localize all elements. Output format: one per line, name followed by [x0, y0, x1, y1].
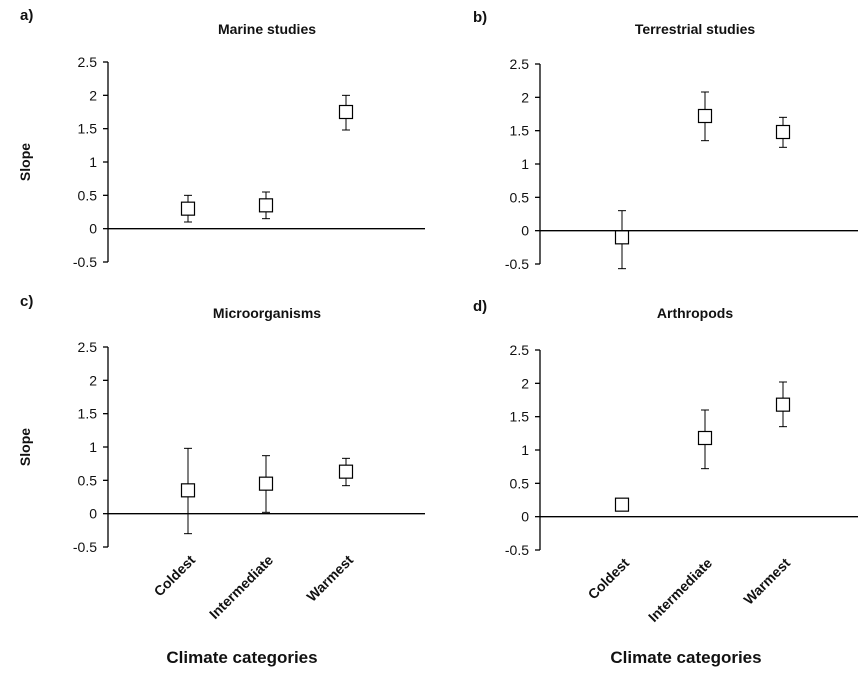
panel-a-y-tick-label: 0.5 — [78, 187, 98, 203]
panel-d-category-label: Coldest — [585, 555, 633, 603]
panel-d-y-tick-label: 2.5 — [510, 342, 530, 358]
panel-c-data-point — [180, 483, 196, 498]
panel-a-y-axis-title: Slope — [17, 143, 33, 181]
panel-c-category-label: Coldest — [151, 552, 199, 600]
panel-d-y-tick-label: -0.5 — [505, 542, 529, 558]
panel-b-data-point — [697, 108, 713, 124]
panel-c-letter: c) — [20, 293, 33, 310]
x-axis-label-right: Climate categories — [610, 648, 761, 667]
panel-d-title: Arthropods — [657, 305, 733, 321]
panel-c-data-point — [258, 476, 274, 491]
panel-c-y-tick-label: -0.5 — [73, 539, 97, 555]
panel-d-y-tick-label: 1 — [521, 442, 529, 458]
panel-a-data-point — [258, 198, 274, 213]
panel-a-y-tick-label: 1.5 — [78, 121, 98, 137]
panel-b-y-tick-label: 2 — [521, 89, 529, 105]
panel-a-y-tick-label: -0.5 — [73, 254, 97, 270]
panel-c-y-tick-label: 1.5 — [78, 406, 98, 422]
panel-b-y-tick-label: 2.5 — [510, 56, 530, 72]
x-axis-label-left: Climate categories — [166, 648, 317, 667]
panel-b-letter: b) — [473, 9, 487, 26]
panel-c-y-axis-title: Slope — [17, 428, 33, 466]
panel-c-title: Microorganisms — [213, 305, 321, 321]
panel-b-y-tick-label: 1 — [521, 156, 529, 172]
panel-b-title: Terrestrial studies — [635, 21, 756, 37]
panel-c-y-tick-label: 0 — [89, 506, 97, 522]
panel-b-data-point — [775, 124, 791, 140]
panel-a-y-tick-label: 0 — [89, 221, 97, 237]
panel-d-y-tick-label: 0 — [521, 509, 529, 525]
panel-c-data-point — [338, 464, 354, 479]
panel-d-y-tick-label: 0.5 — [510, 475, 530, 491]
panel-c-y-tick-label: 1 — [89, 439, 97, 455]
panel-a-y-tick-label: 2 — [89, 87, 97, 103]
panel-d-data-point — [614, 497, 630, 512]
panel-a-data-point — [338, 104, 354, 120]
panel-c-y-tick-label: 2 — [89, 372, 97, 388]
panel-b-y-tick-label: -0.5 — [505, 256, 529, 272]
panel-d-y-tick-label: 2 — [521, 375, 529, 391]
panel-a-y-tick-label: 2.5 — [78, 54, 98, 70]
panel-d-data-point — [775, 397, 791, 412]
panel-a-y-tick-label: 1 — [89, 154, 97, 170]
panel-d-y-tick-label: 1.5 — [510, 409, 530, 425]
panel-b-y-tick-label: 0.5 — [510, 189, 530, 205]
panel-d-category-label: Warmest — [740, 555, 793, 608]
panel-b-y-tick-label: 0 — [521, 223, 529, 239]
panel-b-y-tick-label: 1.5 — [510, 123, 530, 139]
panel-d-letter: d) — [473, 298, 487, 315]
panel-a-data-point — [180, 201, 196, 216]
panel-d-data-point — [697, 430, 713, 446]
panel-d-category-label: Intermediate — [645, 555, 715, 625]
panel-b-data-point — [614, 230, 630, 245]
panel-c-category-label: Intermediate — [206, 552, 276, 622]
panel-c-category-label: Warmest — [303, 552, 356, 605]
panel-c-y-tick-label: 2.5 — [78, 339, 98, 355]
panel-a-title: Marine studies — [218, 21, 316, 37]
panel-a-letter: a) — [20, 7, 33, 24]
panel-c-y-tick-label: 0.5 — [78, 472, 98, 488]
